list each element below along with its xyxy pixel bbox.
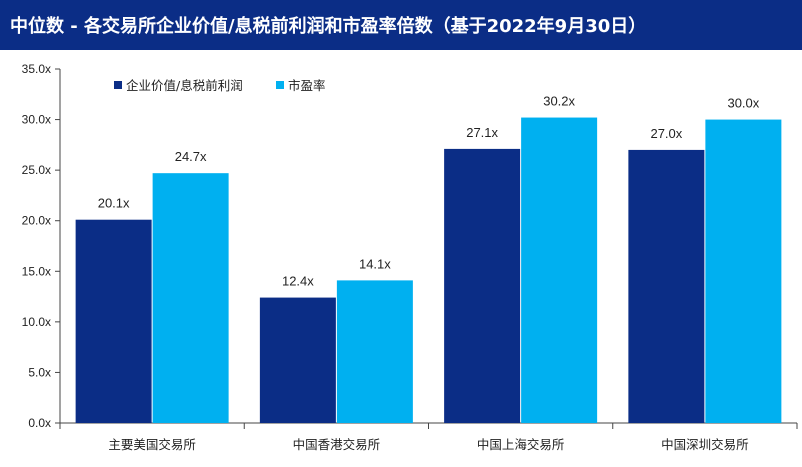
category-label: 中国上海交易所 [477,437,565,452]
data-label: 30.0x [727,96,759,111]
legend-ev-ebit-label: 企业价值/息税前利润 [126,78,243,93]
data-label: 14.1x [359,256,391,271]
bar-pe-2 [521,117,598,423]
legend-ev-ebit-swatch [114,81,122,89]
bar-pe-1 [336,280,413,423]
legend-pe-label: 市盈率 [288,78,326,93]
bar-chart: 0.0x 5.0x 10.0x 15.0x 20.0x 25.0x 30.0x 35.0x 主要… [22,62,798,452]
data-label: 27.0x [650,126,682,141]
data-label: 20.1x [98,196,130,211]
bar-ev-ebit-3 [628,149,705,423]
y-tick-label: 25.0x [22,163,51,177]
bar-pe-3 [705,119,782,424]
data-label: 27.1x [466,125,498,140]
bar-ev-ebit-1 [259,297,336,423]
y-tick-label: 30.0x [22,113,51,127]
y-tick-label: 20.0x [22,214,51,228]
category-label: 主要美国交易所 [108,437,196,452]
chart-title: 中位数 - 各交易所企业价值/息税前利润和市盈率倍数（基于2022年9月30日） [10,16,647,37]
y-tick-label: 5.0x [28,365,51,379]
data-label: 30.2x [543,94,575,109]
chart-title-bar: 中位数 - 各交易所企业价值/息税前利润和市盈率倍数（基于2022年9月30日） [0,0,802,50]
category-label: 中国香港交易所 [293,437,381,452]
category-label: 中国深圳交易所 [661,437,749,452]
bar-pe-0 [152,173,229,423]
data-label: 24.7x [175,149,207,164]
y-tick-label: 10.0x [22,315,51,329]
y-tick-label: 35.0x [22,62,51,76]
y-tick-label: 15.0x [22,264,51,278]
legend-pe-swatch [276,81,284,89]
bar-ev-ebit-2 [444,148,521,423]
y-tick-label: 0.0x [28,416,51,430]
data-label: 12.4x [282,274,314,289]
bar-ev-ebit-0 [75,219,152,423]
